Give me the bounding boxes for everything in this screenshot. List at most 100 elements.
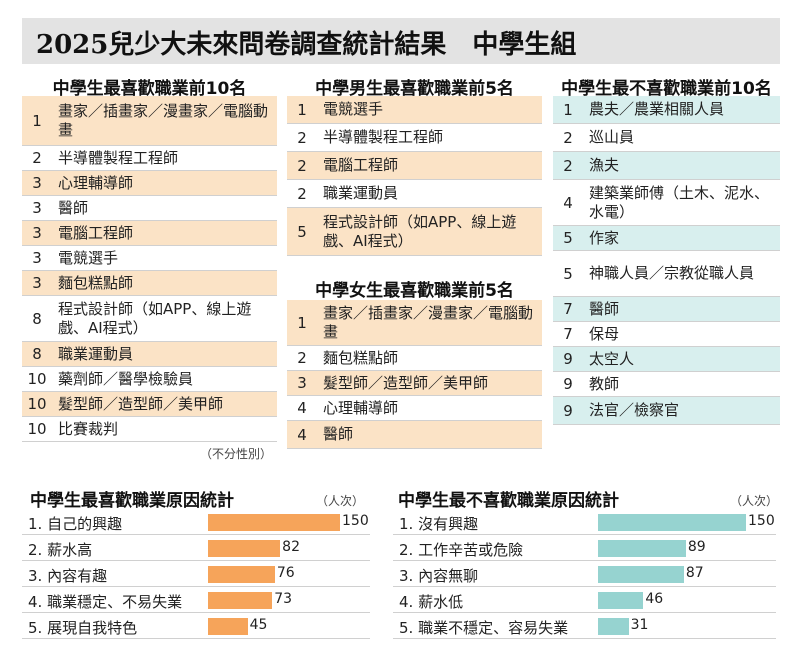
like-reasons-unit: （人次）	[316, 494, 365, 508]
bar-row: 1. 沒有興趣 150	[393, 510, 776, 535]
bar-row: 5. 職業不穩定、容易失業 31	[393, 614, 776, 639]
occupation-label: 醫師	[323, 425, 354, 443]
rank-row: 8 程式設計師（如APP、線上遊戲、AI程式）	[22, 296, 277, 342]
value-label: 46	[645, 591, 664, 607]
rank-number: 4	[297, 399, 307, 417]
bar	[598, 566, 684, 583]
rank-row: 3 麵包糕點師	[22, 271, 277, 296]
bar	[598, 592, 644, 609]
rank-row: 1 畫家／插畫家／漫畫家／電腦動畫	[22, 96, 277, 146]
occupation-label: 心理輔導師	[323, 398, 399, 417]
rank-number: 2	[297, 184, 307, 203]
rank-row: 2 漁夫	[553, 152, 780, 180]
category-label: 5. 展現自我特色	[28, 619, 138, 637]
occupation-label: 教師	[589, 374, 620, 393]
rank-number: 9	[563, 350, 573, 368]
category-label: 3. 內容無聊	[399, 567, 479, 585]
rank-number: 8	[32, 345, 42, 363]
rank-number: 1	[297, 100, 307, 119]
rank-number: 3	[32, 174, 42, 192]
occupation-label: 畫家／插畫家／漫畫家／電腦動畫	[58, 101, 269, 139]
bar-row: 5. 展現自我特色 45	[22, 614, 370, 639]
rank-row: 9 教師	[553, 372, 780, 397]
value-label: 45	[249, 617, 268, 633]
value-label: 82	[282, 539, 300, 555]
dislike-reasons-unit: （人次）	[730, 494, 779, 508]
like-top10-heading: 中學生最喜歡職業前10名	[52, 79, 247, 99]
occupation-label: 農夫／農業相關人員	[589, 100, 725, 118]
bar	[598, 514, 746, 531]
rank-row: 9 太空人	[553, 347, 780, 372]
rank-number: 3	[32, 224, 42, 242]
occupation-label: 程式設計師（如APP、線上遊戲、AI程式）	[58, 299, 252, 337]
girls-top5-table: 1 畫家／插畫家／漫畫家／電腦動畫 2 麵包糕點師 3 髮型師／造型師／美甲師 4 心理輔導師…	[287, 300, 542, 449]
bar-row: 1. 自己的興趣 150	[22, 510, 370, 535]
rank-row: 10 髮型師／造型師／美甲師	[22, 392, 277, 417]
bar	[208, 540, 281, 557]
occupation-label: 畫家／插畫家／漫畫家／電腦動畫	[323, 303, 534, 341]
occupation-label: 比賽裁判	[58, 419, 119, 438]
occupation-label: 醫師	[589, 299, 620, 318]
rank-number: 3	[32, 249, 42, 267]
like-reasons-title: 中學生最喜歡職業原因統計	[30, 491, 234, 511]
rank-row: 3 電腦工程師	[22, 221, 277, 246]
occupation-label: 職業運動員	[323, 184, 399, 202]
title-bar	[22, 18, 780, 64]
occupation-label: 作家	[589, 228, 620, 247]
rank-number: 5	[563, 229, 573, 247]
rank-number: 2	[563, 128, 573, 147]
rank-row: 5 神職人員／宗教從職人員	[553, 251, 780, 297]
rank-number: 5	[563, 264, 573, 283]
occupation-label: 法官／檢察官	[589, 401, 680, 419]
like-top10-table: 1 畫家／插畫家／漫畫家／電腦動畫 2 半導體製程工程師 3 心理輔導師 3 醫師 3 電腦工程師…	[22, 96, 277, 442]
bar-row: 4. 薪水低 46	[393, 588, 776, 613]
category-label: 4. 薪水低	[399, 593, 464, 611]
occupation-label: 程式設計師（如APP、線上遊戲、AI程式）	[323, 212, 517, 250]
bar	[208, 566, 275, 583]
rank-number: 3	[32, 199, 42, 217]
occupation-label: 醫師	[58, 198, 89, 217]
occupation-label: 藥劑師／醫學檢驗員	[58, 369, 194, 388]
category-label: 2. 工作辛苦或危險	[399, 541, 524, 559]
rank-number: 2	[297, 156, 307, 175]
rank-number: 8	[32, 309, 42, 328]
rank-number: 5	[297, 222, 307, 241]
rank-number: 7	[563, 325, 573, 343]
occupation-label: 心理輔導師	[58, 173, 134, 192]
bar	[598, 540, 686, 557]
rank-row: 10 比賽裁判	[22, 417, 277, 442]
rank-number: 10	[27, 420, 47, 438]
rank-number: 7	[563, 300, 573, 318]
value-label: 76	[276, 565, 295, 581]
bar-row: 3. 內容有趣 76	[22, 562, 370, 587]
rank-row: 4 醫師	[287, 421, 542, 449]
value-label: 73	[274, 591, 293, 607]
value-label: 150	[748, 513, 775, 529]
bar-row: 3. 內容無聊 87	[393, 562, 776, 587]
rank-row: 2 電腦工程師	[287, 152, 542, 180]
occupation-label: 巡山員	[589, 128, 635, 146]
occupation-label: 半導體製程工程師	[323, 128, 444, 146]
occupation-label: 髮型師／造型師／美甲師	[323, 373, 489, 392]
rank-row: 4 建築業師傅（土木、泥水、水電）	[553, 180, 780, 226]
rank-number: 1	[32, 111, 42, 130]
rank-number: 1	[297, 313, 307, 332]
dislike-top10-heading: 中學生最不喜歡職業前10名	[561, 79, 772, 99]
category-label: 1. 自己的興趣	[28, 515, 123, 533]
rank-number: 9	[563, 401, 573, 420]
gender-note: （不分性別）	[200, 447, 273, 461]
occupation-label: 電競選手	[323, 100, 384, 118]
rank-number: 3	[297, 374, 307, 392]
rank-number: 4	[563, 193, 573, 212]
rank-number: 2	[32, 149, 42, 167]
boys-top5-heading: 中學男生最喜歡職業前5名	[315, 79, 514, 99]
bar-row: 4. 職業穩定、不易失業 73	[22, 588, 370, 613]
dislike-reasons-title: 中學生最不喜歡職業原因統計	[398, 491, 619, 511]
rank-row: 2 職業運動員	[287, 180, 542, 208]
bar	[208, 514, 340, 531]
rank-number: 2	[297, 128, 307, 147]
rank-number: 1	[563, 100, 573, 119]
bar	[208, 592, 273, 609]
occupation-label: 電競選手	[58, 248, 119, 267]
occupation-label: 半導體製程工程師	[58, 148, 179, 167]
